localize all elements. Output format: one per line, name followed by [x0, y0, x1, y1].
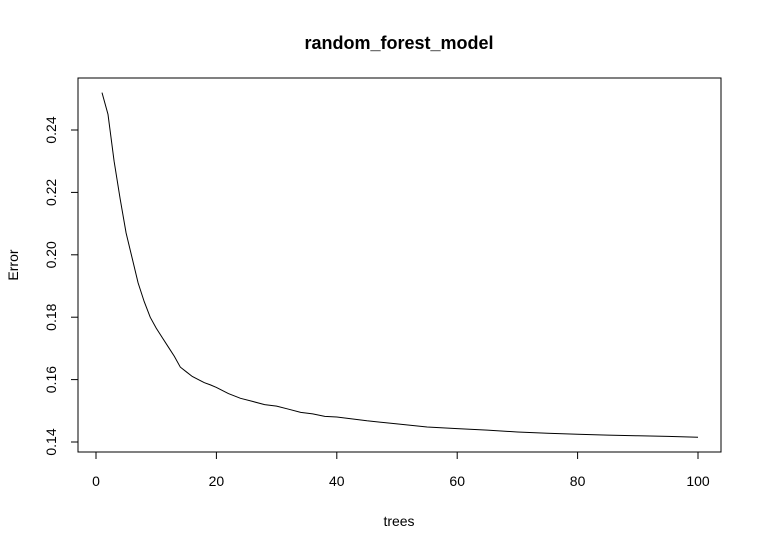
x-tick-label: 60 [449, 473, 465, 489]
y-tick-label: 0.18 [43, 303, 59, 330]
series-layer [101, 92, 699, 438]
y-tick-label: 0.24 [43, 116, 59, 143]
error-series-line [101, 92, 699, 438]
x-tick-label: 20 [209, 473, 225, 489]
x-tick-label: 0 [92, 473, 100, 489]
x-axis-label: trees [383, 513, 414, 529]
y-axis-label: Error [5, 249, 21, 280]
y-tick-label: 0.20 [43, 241, 59, 268]
chart-title: random_forest_model [304, 33, 493, 53]
y-tick-label: 0.14 [43, 428, 59, 455]
plot-frame [77, 77, 722, 453]
x-tick-label: 40 [329, 473, 345, 489]
x-axis: 0 20 40 60 80 100 [92, 451, 710, 489]
x-tick-label: 80 [570, 473, 586, 489]
y-tick-label: 0.16 [43, 366, 59, 393]
x-tick-label: 100 [686, 473, 710, 489]
y-axis: 0.14 0.16 0.18 0.20 0.22 0.24 [43, 116, 79, 456]
y-tick-label: 0.22 [43, 179, 59, 206]
